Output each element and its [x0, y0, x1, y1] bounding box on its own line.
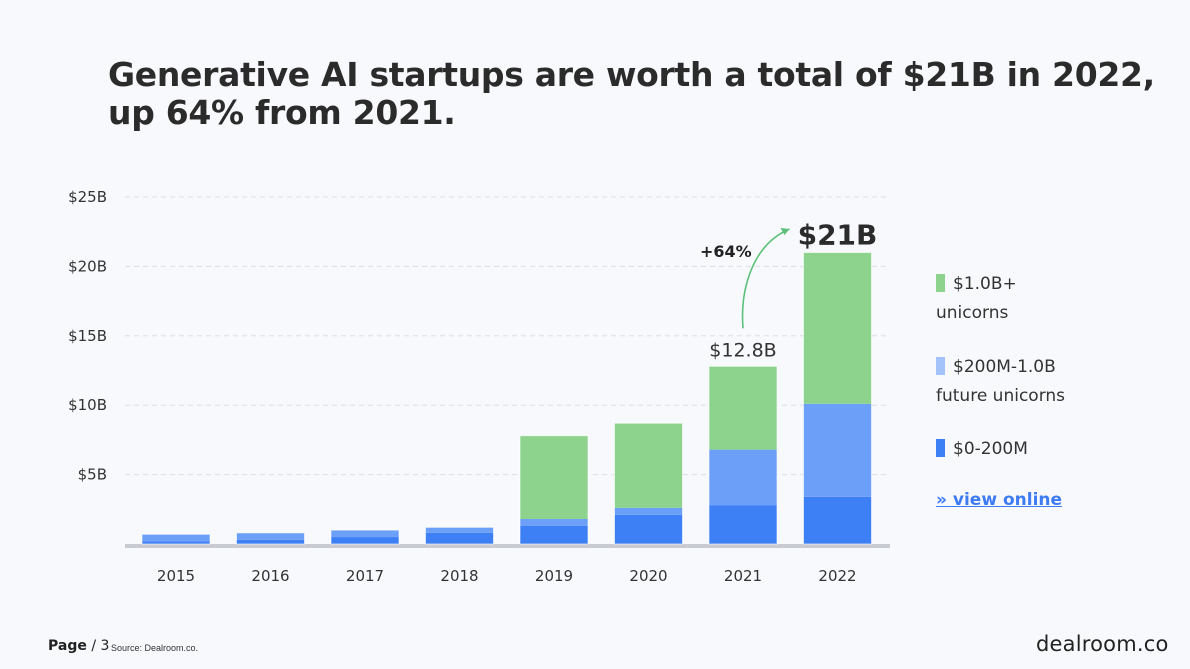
- legend-label: $0-200M: [953, 439, 1028, 459]
- growth-label: +64%: [700, 242, 752, 261]
- title-line-1: Generative AI startups are worth a total…: [108, 55, 1155, 94]
- bar-segment-2018-1: [425, 532, 494, 544]
- legend-swatch-small: [936, 439, 945, 457]
- bar-outline-2019: [519, 435, 589, 545]
- bar-segment-2021-1: [709, 505, 777, 544]
- title-line-2: up 64% from 2021.: [108, 93, 456, 132]
- chart-grid: [125, 196, 890, 548]
- legend-label: unicorns: [936, 303, 1009, 323]
- page-label: Page: [48, 638, 87, 654]
- bar-segment-2021-3: [709, 366, 777, 450]
- data-label-2021: $12.8B: [709, 339, 776, 361]
- bar-outline-2017: [330, 529, 400, 545]
- x-tick-label: 2017: [346, 567, 384, 585]
- bar-segment-2022-2: [803, 403, 872, 497]
- brand-logo: dealroom.co: [1036, 632, 1169, 656]
- bar-segment-2015-1: [142, 541, 210, 544]
- bar-outline-2021: [708, 365, 778, 545]
- x-tick-label: 2022: [818, 567, 856, 585]
- bar-segment-2019-3: [520, 435, 588, 520]
- chart-bars: [141, 252, 872, 545]
- bar-segment-2015-2: [142, 534, 210, 542]
- page-number: / 3: [91, 638, 110, 654]
- x-tick-label: 2020: [629, 567, 667, 585]
- page-title: Generative AI startups are worth a total…: [108, 55, 1155, 132]
- bar-segment-2020-3: [614, 423, 683, 508]
- data-label-2022: $21B: [798, 219, 878, 252]
- y-tick-label: $25B: [68, 188, 107, 206]
- y-tick-label: $15B: [68, 327, 107, 345]
- legend-swatch-future-unicorns: [936, 357, 945, 375]
- x-tick-label: 2019: [535, 567, 573, 585]
- legend-swatch-unicorns: [936, 274, 945, 292]
- legend-label: $200M-1.0B: [953, 357, 1056, 377]
- y-tick-label: $5B: [78, 466, 107, 484]
- x-tick-label: 2021: [724, 567, 762, 585]
- bar-segment-2020-1: [614, 514, 683, 544]
- legend-item-future-unicorns: $200M-1.0B future unicorns: [936, 353, 1065, 411]
- bar-segment-2021-2: [709, 449, 777, 506]
- page-indicator: Page / 3: [48, 638, 109, 654]
- bar-segment-2017-2: [331, 530, 399, 538]
- y-tick-label: $10B: [68, 396, 107, 414]
- x-tick-label: 2018: [440, 567, 478, 585]
- bar-segment-2019-1: [520, 525, 588, 544]
- x-tick-label: 2015: [157, 567, 195, 585]
- growth-arrow-head: [780, 228, 790, 235]
- legend-label: $1.0B+: [953, 274, 1017, 294]
- bar-segment-2016-2: [236, 532, 305, 540]
- bar-outline-2015: [141, 533, 211, 545]
- bar-outline-2016: [236, 532, 305, 545]
- x-axis-baseline: [125, 544, 890, 548]
- bar-segment-2017-1: [331, 537, 399, 544]
- y-axis-ticks: $5B $10B $15B $20B $25B: [68, 188, 107, 484]
- bar-outline-2020: [614, 422, 683, 545]
- legend-item-unicorns: $1.0B+ unicorns: [936, 270, 1017, 328]
- chart-annotations: $12.8B $21B +64%: [700, 219, 877, 362]
- bar-outline-2018: [425, 526, 494, 545]
- view-online-link[interactable]: » view online: [936, 490, 1063, 510]
- x-axis-labels: 2015 2016 2017 2018 2019 2020 2021 2022: [157, 567, 857, 585]
- bar-segment-2018-2: [425, 527, 494, 533]
- x-tick-label: 2016: [251, 567, 289, 585]
- bar-segment-2016-1: [236, 539, 305, 544]
- growth-arrow-line: [741, 228, 790, 329]
- legend-item-small: $0-200M: [936, 435, 1028, 464]
- bar-outline-2022: [803, 252, 872, 545]
- bar-segment-2019-2: [520, 519, 588, 526]
- bar-segment-2020-2: [614, 507, 683, 515]
- bar-segment-2022-1: [803, 496, 872, 544]
- source-note: Source: Dealroom.co.: [111, 643, 199, 653]
- bar-segment-2022-3: [803, 252, 872, 404]
- y-tick-label: $20B: [68, 257, 107, 275]
- legend-label: future unicorns: [936, 386, 1066, 406]
